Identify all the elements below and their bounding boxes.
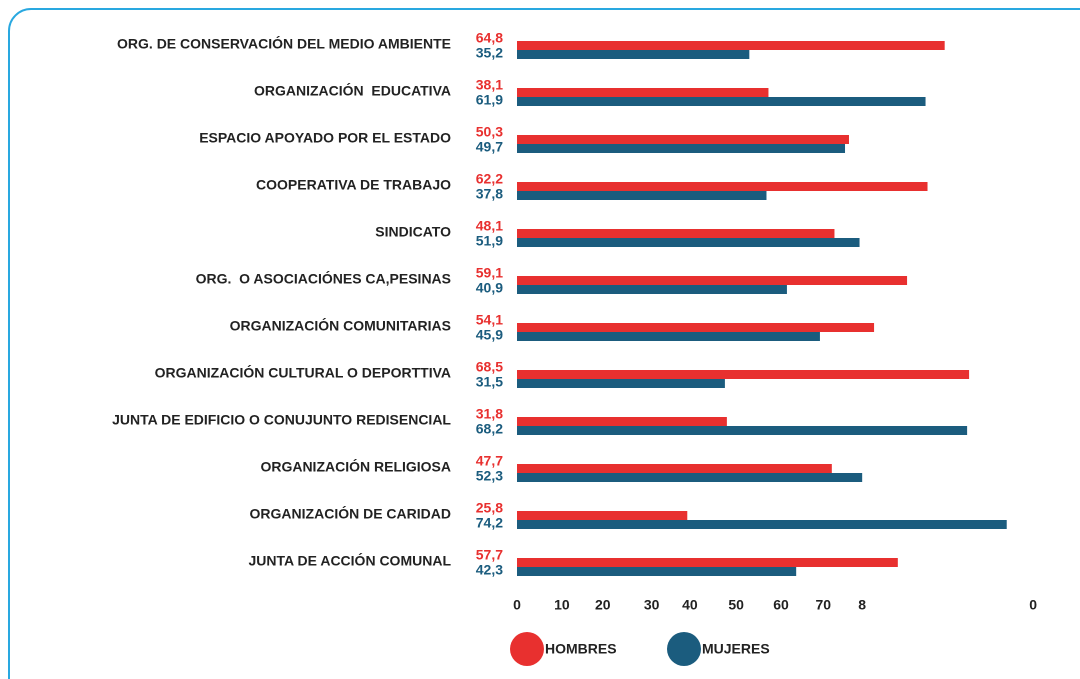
value-label: 37,8: [476, 186, 503, 202]
x-tick-label: 60: [773, 597, 789, 613]
x-tick-label: 10: [554, 597, 570, 613]
bar: [517, 50, 750, 59]
bar: [517, 285, 787, 294]
value-label: 68,2: [476, 421, 503, 437]
value-label: 42,3: [476, 562, 503, 578]
x-tick-label: 0: [513, 597, 521, 613]
value-label: 35,2: [476, 45, 503, 61]
bar: [517, 276, 908, 285]
bar: [517, 567, 797, 576]
value-label: 52,3: [476, 468, 503, 484]
legend-label: HOMBRES: [545, 641, 617, 657]
bar: [517, 144, 846, 153]
value-label: 49,7: [476, 139, 503, 155]
x-tick-label: 0: [1029, 597, 1037, 613]
value-label: 38,1: [476, 77, 503, 93]
value-label: 74,2: [476, 515, 503, 531]
value-label: 59,1: [476, 265, 503, 281]
value-label: 68,5: [476, 359, 503, 375]
x-tick-label: 70: [815, 597, 831, 613]
category-label: ORG. DE CONSERVACIÓN DEL MEDIO AMBIENTE: [117, 35, 451, 52]
bar: [517, 558, 898, 567]
value-label: 54,1: [476, 312, 503, 328]
x-tick-label: 8: [858, 597, 866, 613]
category-label: ORGANIZACIÓN COMUNITARIAS: [230, 317, 451, 334]
category-label: JUNTA DE EDIFICIO O CONUJUNTO REDISENCIA…: [112, 412, 451, 428]
value-label: 25,8: [476, 500, 503, 516]
bar: [517, 238, 860, 247]
value-label: 45,9: [476, 327, 503, 343]
bar: [517, 323, 875, 332]
category-label: COOPERATIVA DE TRABAJO: [256, 177, 451, 193]
value-label: 64,8: [476, 30, 503, 46]
bar: [517, 88, 769, 97]
category-label: ORG. O ASOCIACIÓNES CA,PESINAS: [196, 270, 451, 287]
bar: [517, 511, 688, 520]
x-tick-label: 50: [728, 597, 744, 613]
bar: [517, 464, 832, 473]
legend-label: MUJERES: [702, 641, 770, 657]
category-label: ORGANIZACIÓN CULTURAL O DEPORTTIVA: [155, 364, 451, 381]
category-label: ORGANIZACIÓN DE CARIDAD: [250, 505, 451, 522]
bar: [517, 229, 835, 238]
value-label: 47,7: [476, 453, 503, 469]
category-label: JUNTA DE ACCIÓN COMUNAL: [249, 552, 452, 569]
value-label: 31,5: [476, 374, 503, 390]
bar: [517, 370, 970, 379]
bar: [517, 417, 727, 426]
value-label: 31,8: [476, 406, 503, 422]
bar: [517, 520, 1007, 529]
value-label: 57,7: [476, 547, 503, 563]
value-label: 40,9: [476, 280, 503, 296]
category-label: ORGANIZACIÓN RELIGIOSA: [260, 458, 451, 475]
bar: [517, 426, 968, 435]
x-tick-label: 20: [595, 597, 611, 613]
value-label: 48,1: [476, 218, 503, 234]
bar: [517, 379, 725, 388]
category-label: SINDICATO: [375, 224, 451, 240]
value-label: 50,3: [476, 124, 503, 140]
bar: [517, 135, 849, 144]
category-label: ESPACIO APOYADO POR EL ESTADO: [199, 130, 451, 146]
value-label: 61,9: [476, 92, 503, 108]
value-label: 51,9: [476, 233, 503, 249]
x-tick-label: 30: [644, 597, 660, 613]
legend-swatch: [510, 632, 544, 666]
value-label: 62,2: [476, 171, 503, 187]
bar: [517, 473, 863, 482]
legend-swatch: [667, 632, 701, 666]
bar: [517, 191, 767, 200]
bar: [517, 97, 926, 106]
bar: [517, 41, 945, 50]
bar: [517, 182, 928, 191]
card: [8, 8, 1080, 679]
bar: [517, 332, 820, 341]
category-label: ORGANIZACIÓN EDUCATIVA: [254, 82, 451, 99]
x-tick-label: 40: [682, 597, 698, 613]
